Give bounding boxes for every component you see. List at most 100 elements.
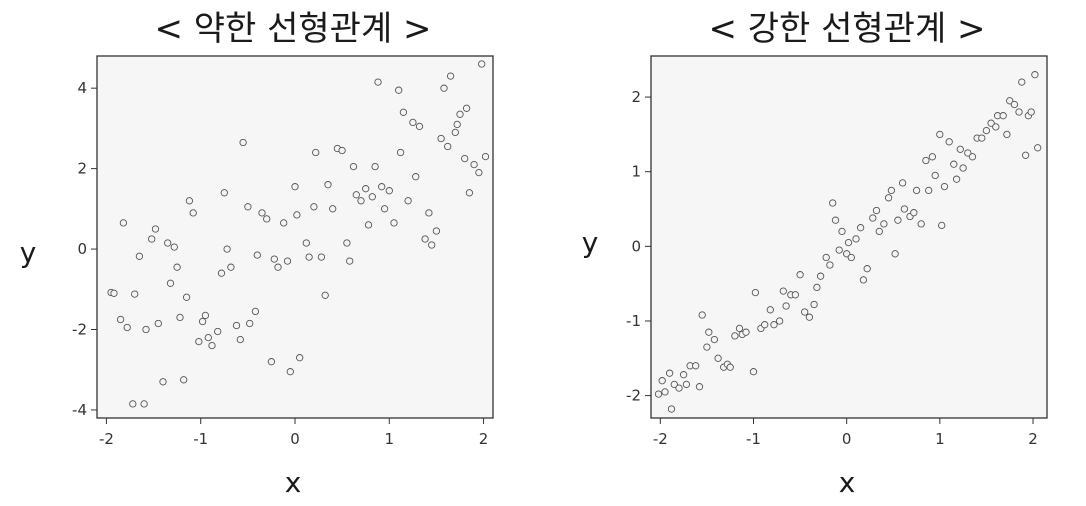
y-tick-label: -4 bbox=[72, 401, 87, 419]
x-tick-label: -2 bbox=[653, 430, 668, 448]
scatter-point bbox=[884, 194, 893, 202]
scatter-point bbox=[378, 183, 386, 191]
scatter-point bbox=[148, 235, 156, 243]
scatter-point bbox=[959, 164, 967, 172]
scatter-point bbox=[151, 225, 160, 233]
scatter-point bbox=[432, 227, 441, 235]
scatter-point bbox=[223, 245, 231, 253]
scatter-point bbox=[987, 119, 995, 127]
chart-strong: < 강한 선형관계 > -2 -1 0 1 2 -2 -1 0 1 2 x y bbox=[582, 9, 1048, 499]
scatter-point bbox=[829, 199, 837, 207]
scatter-point bbox=[856, 224, 865, 232]
scatter-point bbox=[396, 148, 405, 157]
scatter-point bbox=[239, 138, 247, 147]
scatter-point bbox=[362, 185, 370, 193]
scatter-point bbox=[654, 390, 663, 398]
scatter-point bbox=[451, 128, 459, 137]
scatter-point bbox=[465, 189, 474, 197]
scatter-point bbox=[826, 261, 834, 269]
scatter-point bbox=[816, 272, 825, 280]
scatter-point bbox=[232, 321, 241, 330]
scatter-point bbox=[852, 235, 860, 243]
scatter-point bbox=[726, 363, 734, 371]
x-axis-label: x bbox=[839, 466, 856, 499]
scatter-point bbox=[735, 324, 744, 333]
scatter-point bbox=[779, 287, 787, 295]
scatter-point bbox=[364, 221, 373, 229]
scatter-point bbox=[1031, 71, 1039, 79]
scatter-point bbox=[368, 193, 376, 201]
scatter-point bbox=[185, 197, 194, 205]
scatter-point bbox=[813, 283, 821, 292]
scatter-point bbox=[940, 182, 949, 191]
y-tick-label: -2 bbox=[72, 321, 87, 339]
x-tick-label: 2 bbox=[479, 430, 489, 448]
scatter-point bbox=[863, 265, 871, 273]
y-tick-label: 4 bbox=[77, 79, 87, 97]
scatter-point bbox=[770, 321, 778, 329]
scatter-point bbox=[782, 302, 790, 310]
scatter-point bbox=[324, 181, 332, 189]
scatter-point bbox=[180, 376, 188, 384]
scatter-point bbox=[302, 239, 310, 247]
scatter-point bbox=[714, 354, 722, 362]
scatter-point bbox=[964, 149, 972, 157]
x-tick-label: 0 bbox=[842, 430, 852, 448]
scatter-point bbox=[887, 186, 896, 195]
scatter-point bbox=[274, 263, 282, 271]
scatter-point bbox=[917, 220, 925, 228]
scatter-point bbox=[380, 205, 389, 213]
scatter-point bbox=[936, 130, 944, 139]
scatter-point bbox=[437, 134, 445, 143]
scatter-point bbox=[875, 227, 883, 236]
y-tick-label: 2 bbox=[77, 160, 87, 178]
x-tick-label: 1 bbox=[385, 430, 395, 448]
scatter-point bbox=[922, 156, 930, 165]
scatter-point bbox=[352, 191, 360, 199]
scatter-point bbox=[1027, 108, 1035, 116]
scatter-point bbox=[925, 186, 933, 195]
chart-title: < 약한 선형관계 > bbox=[154, 9, 431, 49]
scatter-point bbox=[154, 319, 162, 328]
scatter-point bbox=[731, 332, 739, 340]
y-axis-label: y bbox=[20, 236, 37, 269]
scatter-point bbox=[195, 337, 203, 346]
scatter-point bbox=[952, 175, 961, 183]
scatter-point bbox=[742, 328, 750, 336]
scatter-point bbox=[159, 378, 167, 386]
scatter-point bbox=[236, 335, 244, 344]
scatter-point bbox=[412, 173, 420, 181]
scatter-point bbox=[170, 243, 178, 251]
scatter-point bbox=[343, 239, 351, 247]
scatter-point bbox=[201, 311, 210, 320]
scatter-point bbox=[1018, 78, 1026, 86]
scatter-point bbox=[891, 250, 899, 258]
scatter-point bbox=[409, 118, 417, 127]
scatter-point bbox=[305, 253, 313, 261]
scatter-point bbox=[129, 400, 137, 408]
scatter-point bbox=[404, 197, 412, 205]
scatter-point bbox=[293, 211, 301, 219]
scatter-point bbox=[198, 317, 207, 326]
scatter-points bbox=[107, 60, 490, 408]
plot-area bbox=[650, 55, 1048, 419]
scatter-point bbox=[428, 241, 436, 249]
scatter-point bbox=[166, 279, 175, 287]
scatter-point bbox=[286, 368, 294, 376]
scatter-point bbox=[766, 306, 774, 314]
scatter-point bbox=[695, 383, 704, 391]
scatter-point bbox=[999, 112, 1007, 120]
scatter-point bbox=[110, 289, 118, 297]
scatter-point bbox=[204, 333, 212, 342]
scatter-point bbox=[481, 152, 490, 161]
plot-area bbox=[96, 55, 494, 419]
scatter-point bbox=[317, 253, 326, 261]
scatter-point bbox=[670, 380, 678, 389]
scatter-point bbox=[164, 239, 172, 247]
scatter-point bbox=[371, 162, 379, 171]
chart-weak: < 약한 선형관계 > -2 -1 0 1 2 -4 -2 0 2 4 x y bbox=[20, 9, 494, 499]
scatter-point bbox=[679, 371, 688, 379]
scatter-point bbox=[267, 358, 276, 366]
